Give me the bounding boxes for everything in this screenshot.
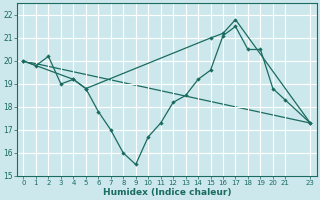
X-axis label: Humidex (Indice chaleur): Humidex (Indice chaleur) [103,188,231,197]
